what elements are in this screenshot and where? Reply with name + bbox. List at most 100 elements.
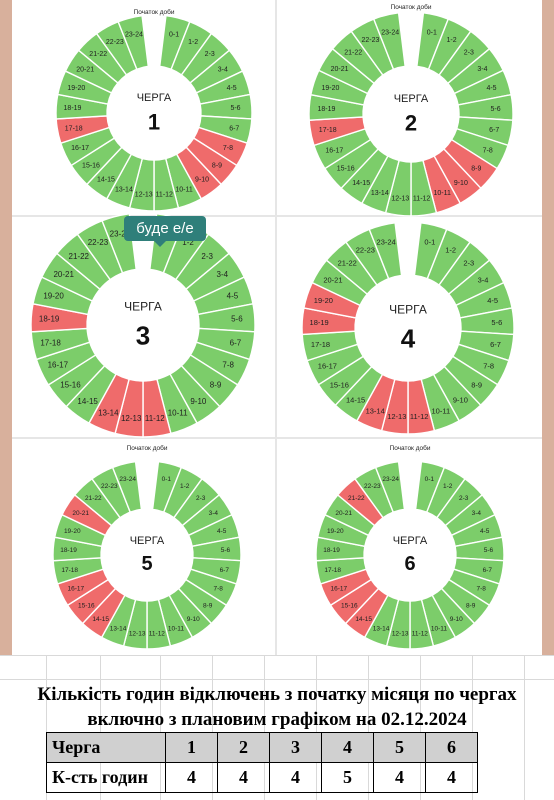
- queue-number-cell: 4: [321, 732, 374, 763]
- hour-label: 17-18: [65, 126, 83, 133]
- hour-label: 5-6: [231, 315, 243, 324]
- summary-table: Черга 1 2 3 4 5 6 К-сть годин 4 4 4 5 4 …: [46, 732, 478, 793]
- hour-label: 17-18: [319, 127, 337, 134]
- hour-label: 3-4: [217, 270, 229, 279]
- hour-label: 0-1: [162, 476, 172, 483]
- hour-label: 13-14: [373, 625, 390, 632]
- hour-label: 9-10: [187, 616, 200, 623]
- summary-title-line-2: включно з плановим графіком на 02.12.202…: [87, 709, 467, 730]
- hour-label: 0-1: [424, 237, 435, 246]
- hour-label: 16-17: [330, 586, 347, 593]
- hour-label: 15-16: [78, 602, 95, 609]
- queue-number: 5: [141, 553, 152, 575]
- hour-label: 6-7: [229, 126, 239, 133]
- hour-label: 0-1: [425, 476, 435, 483]
- sheet-gridline: [524, 655, 525, 800]
- hour-label: 23-24: [110, 230, 131, 239]
- hour-label: 23-24: [125, 31, 143, 38]
- dial-center: [364, 67, 458, 161]
- start-of-day-label: Початок доби: [390, 444, 431, 452]
- queue-word: ЧЕРГА: [137, 92, 172, 104]
- hour-label: 12-13: [135, 191, 153, 198]
- start-of-day-label: Початок доби: [127, 444, 168, 452]
- hour-label: 14-15: [77, 397, 98, 406]
- hour-label: 23-24: [382, 476, 399, 483]
- hour-label: 22-23: [106, 39, 124, 46]
- hour-label: 11-12: [145, 414, 165, 423]
- queue-word: ЧЕРГА: [130, 535, 165, 547]
- hour-label: 18-19: [60, 547, 77, 554]
- hours-count-cell: 4: [425, 762, 478, 793]
- hour-label: 15-16: [337, 165, 355, 172]
- hour-segment-on: [117, 14, 150, 71]
- hour-label: 21-22: [69, 252, 90, 261]
- hour-label: 19-20: [64, 528, 81, 535]
- hour-label: 11-12: [156, 191, 173, 198]
- hour-label: 1-2: [443, 483, 453, 490]
- hour-label: 9-10: [453, 396, 468, 405]
- hour-label: 12-13: [129, 630, 146, 637]
- hour-label: 18-19: [310, 318, 329, 327]
- hour-label: 14-15: [97, 176, 115, 183]
- dial-center: [365, 510, 455, 600]
- dial-center: [88, 270, 198, 380]
- hour-label: 22-23: [88, 238, 109, 247]
- hour-label: 22-23: [356, 245, 375, 254]
- hour-label: 17-18: [324, 567, 341, 574]
- summary-value-row: К-сть годин 4 4 4 5 4 4: [46, 762, 478, 793]
- hour-label: 11-12: [149, 630, 166, 637]
- sheet-gridline: [100, 655, 101, 800]
- hour-label: 19-20: [67, 85, 85, 92]
- hour-label: 12-13: [387, 412, 406, 421]
- sheet-gridline: [264, 655, 265, 800]
- summary-value-label: К-сть годин: [46, 762, 166, 793]
- hour-label: 3-4: [477, 66, 487, 73]
- hour-label: 13-14: [98, 408, 119, 417]
- queue-number: 3: [136, 321, 150, 351]
- hour-label: 5-6: [221, 547, 231, 554]
- queue-number: 1: [148, 110, 160, 135]
- divider-row-2: [12, 437, 542, 439]
- tooltip: буде е/е: [124, 216, 206, 247]
- hour-label: 13-14: [366, 406, 385, 415]
- summary-header-label: Черга: [46, 732, 166, 763]
- hour-label: 21-22: [338, 259, 357, 268]
- queue-number-cell: 5: [373, 732, 426, 763]
- sheet-gridline: [420, 655, 421, 800]
- schedule-dials: 0-11-22-33-44-55-66-77-88-99-1010-1111-1…: [30, 3, 515, 650]
- hour-label: 10-11: [168, 408, 188, 417]
- sheet-gridline: [160, 655, 161, 800]
- hours-count-cell: 4: [217, 762, 270, 793]
- hour-label: 18-19: [323, 547, 340, 554]
- hour-label: 10-11: [168, 625, 185, 632]
- hour-label: 6-7: [230, 338, 242, 347]
- hour-label: 2-3: [464, 50, 474, 57]
- hour-label: 7-8: [483, 147, 493, 154]
- hour-label: 7-8: [222, 361, 234, 370]
- hours-count-cell: 4: [373, 762, 426, 793]
- hour-label: 6-7: [483, 567, 493, 574]
- queue-number: 6: [404, 553, 415, 575]
- hour-label: 16-17: [318, 361, 337, 370]
- queue-dial: 0-11-22-33-44-55-66-77-88-99-1010-1111-1…: [52, 444, 242, 650]
- hour-label: 14-15: [352, 180, 370, 187]
- hour-label: 10-11: [175, 186, 192, 193]
- hour-label: 19-20: [43, 292, 64, 301]
- sheet-gridline: [0, 679, 554, 680]
- hour-label: 10-11: [431, 625, 448, 632]
- hour-label: 16-17: [325, 147, 343, 154]
- hour-label: 4-5: [486, 85, 496, 92]
- summary-title: Кількість годин відключень з початку міс…: [0, 682, 554, 732]
- hour-label: 9-10: [454, 180, 468, 187]
- hours-count-cell: 5: [321, 762, 374, 793]
- hour-label: 14-15: [346, 396, 365, 405]
- hour-label: 3-4: [209, 510, 219, 517]
- hour-segment-on: [374, 460, 406, 514]
- hour-label: 8-9: [471, 165, 481, 172]
- hour-label: 17-18: [40, 338, 61, 347]
- hour-segment-on: [368, 222, 403, 280]
- hour-label: 19-20: [327, 528, 344, 535]
- divider-vertical: [275, 0, 277, 655]
- queue-dial: 0-11-22-33-44-55-66-77-88-99-1010-1111-1…: [30, 213, 256, 438]
- hour-label: 7-8: [223, 145, 233, 152]
